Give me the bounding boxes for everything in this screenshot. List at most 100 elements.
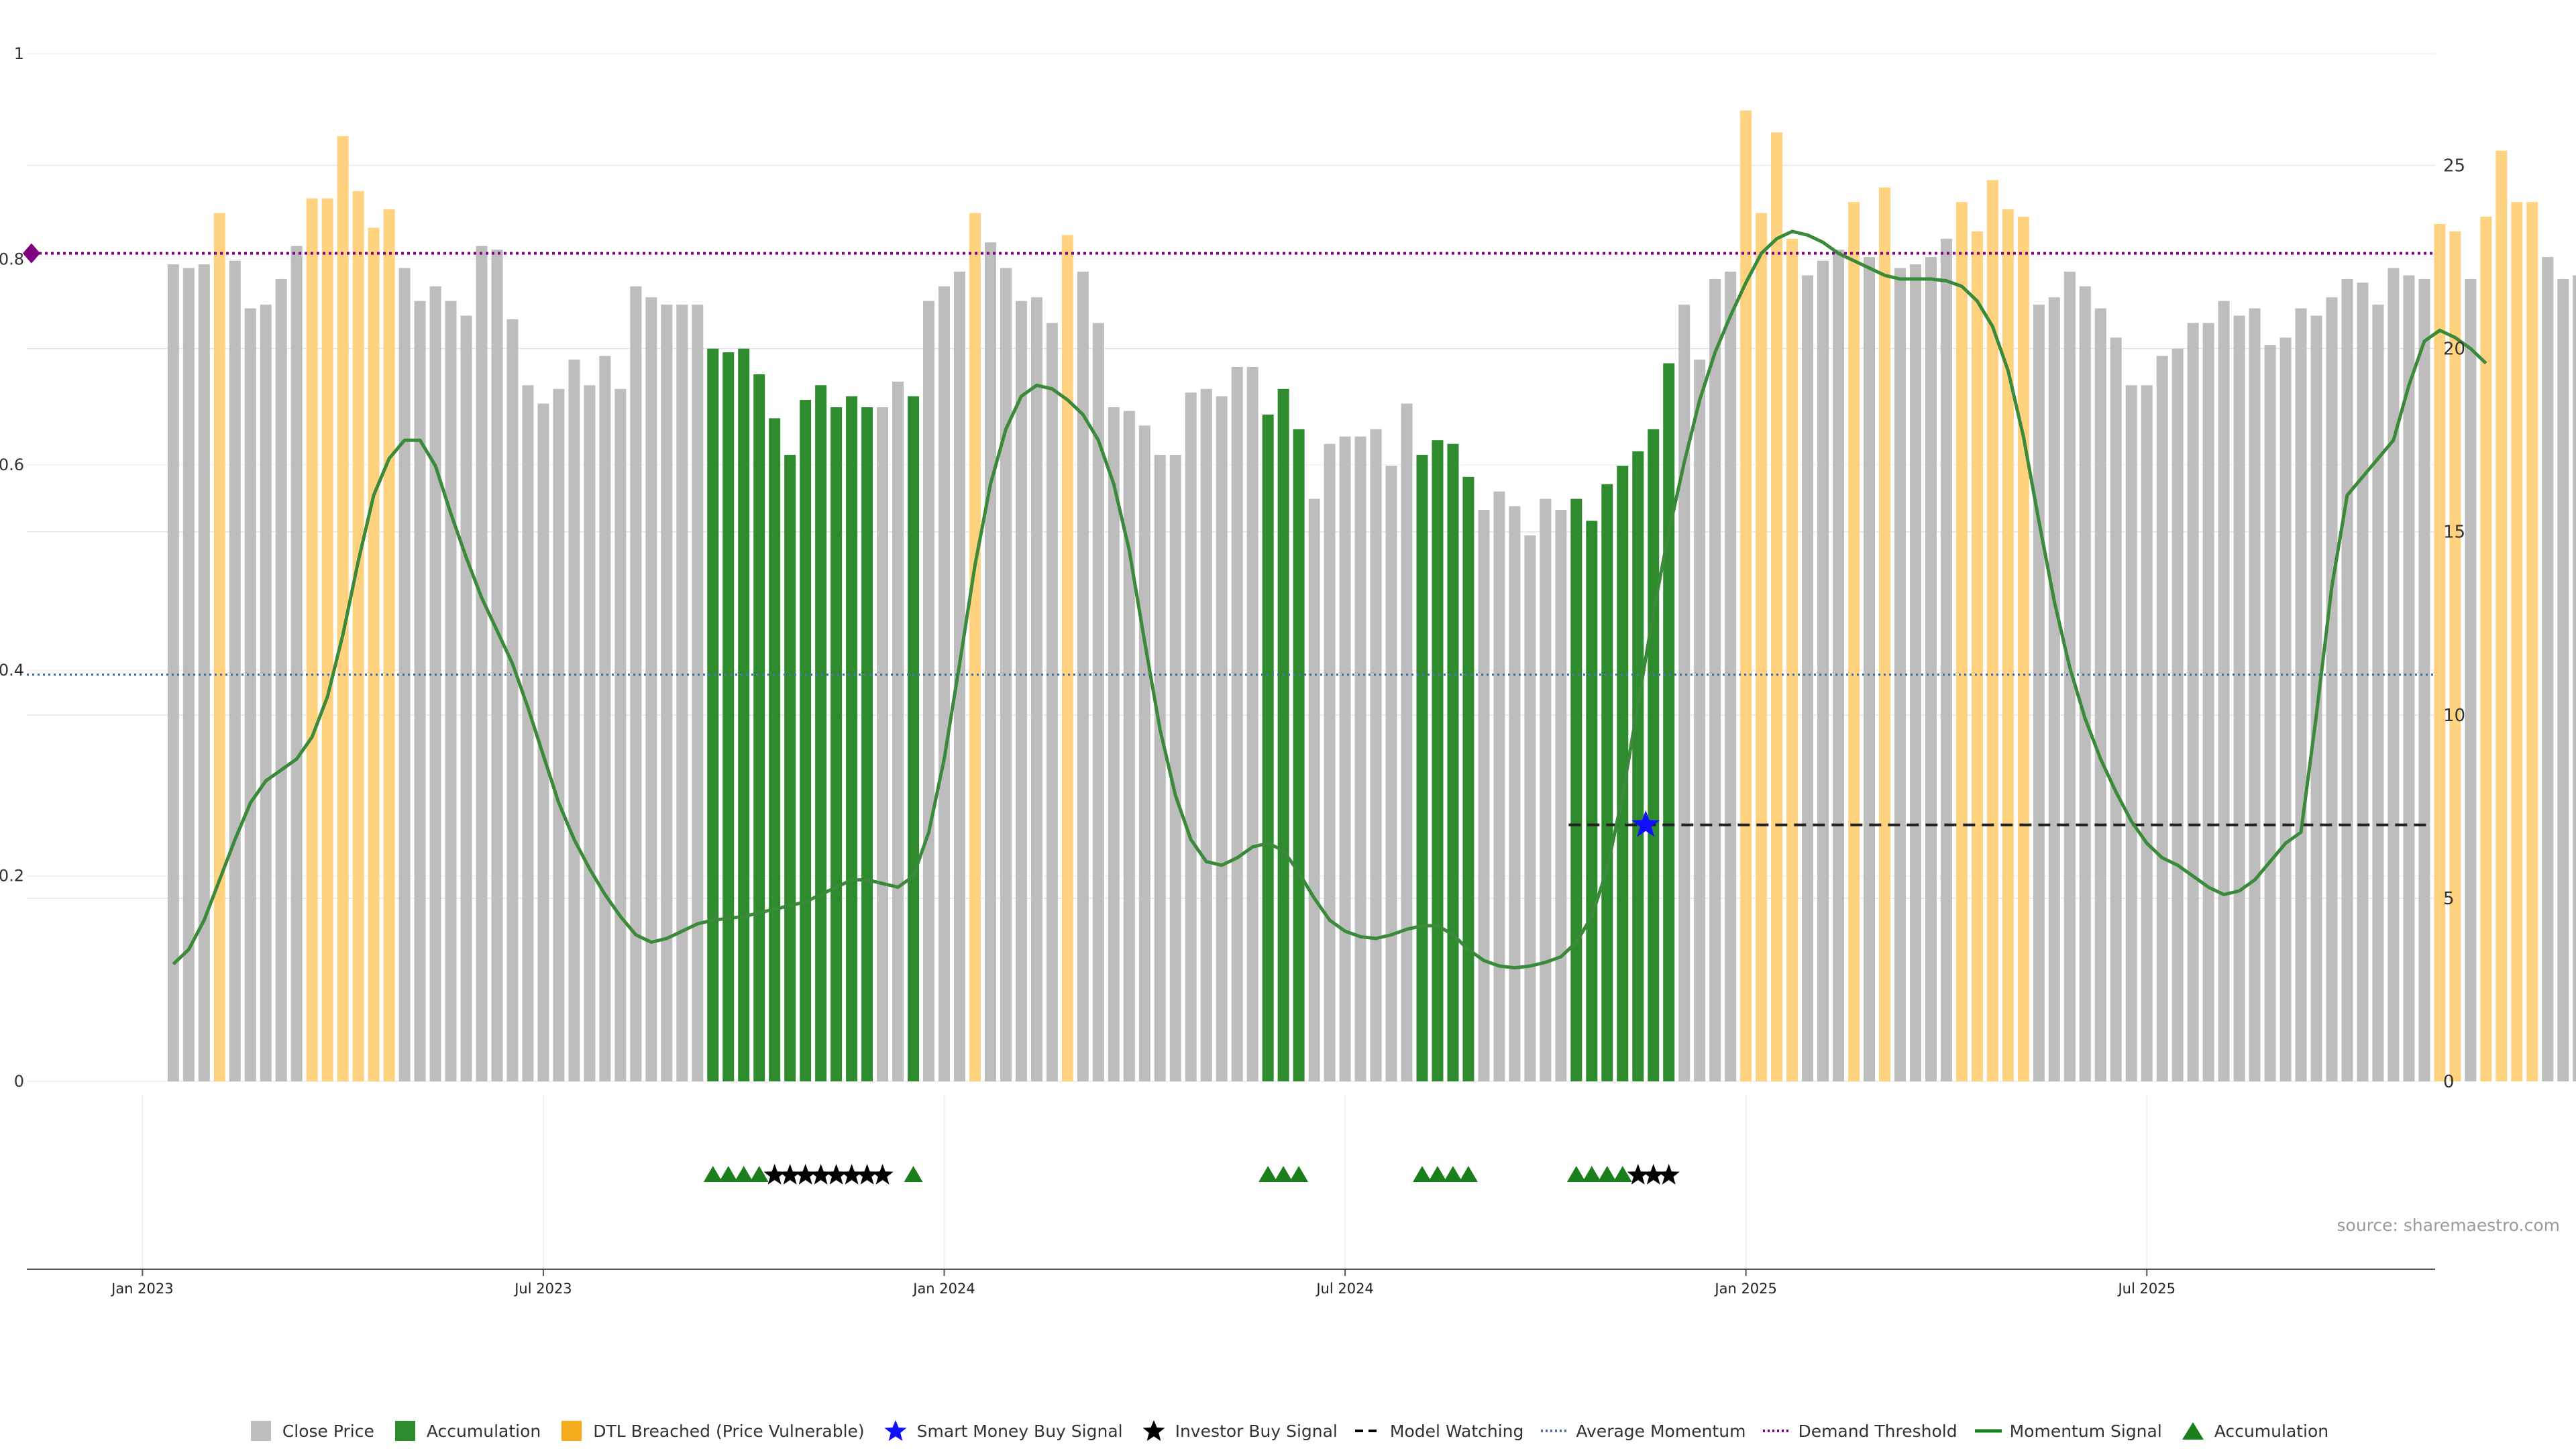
accumulation-triangle-icon bbox=[1289, 1166, 1309, 1182]
legend-investor-buy-label: Investor Buy Signal bbox=[1175, 1421, 1338, 1441]
accumulation-bar bbox=[1277, 388, 1289, 1081]
accumulation-bar bbox=[1447, 443, 1459, 1081]
accumulation-triangle-icon bbox=[1566, 1166, 1586, 1182]
accumulation-bar bbox=[722, 352, 735, 1081]
close-price-bar bbox=[2573, 275, 2576, 1081]
close-price-bar bbox=[460, 315, 472, 1082]
close-price-bar bbox=[1185, 392, 1197, 1081]
close-price-bar bbox=[2279, 337, 2292, 1082]
accumulation-bar bbox=[800, 400, 812, 1081]
close-price-bar bbox=[1909, 264, 1921, 1081]
close-price-bar bbox=[661, 305, 673, 1082]
accumulation-triangle-icon bbox=[1582, 1166, 1601, 1182]
smart-money-star-icon bbox=[1631, 810, 1660, 837]
legend-smart-money-label: Smart Money Buy Signal bbox=[916, 1421, 1123, 1441]
left-y-tick-label: 0.6 bbox=[0, 455, 24, 474]
accumulation-bar bbox=[769, 418, 781, 1081]
close-price-bar bbox=[1123, 411, 1135, 1081]
close-price-bar bbox=[198, 264, 210, 1081]
close-price-bar bbox=[445, 301, 457, 1082]
close-price-bar bbox=[1000, 268, 1012, 1081]
legend-average-momentum: Average Momentum bbox=[1541, 1420, 1746, 1442]
close-price-bar bbox=[2403, 275, 2415, 1081]
investor-buy-star-icon bbox=[841, 1164, 863, 1185]
close-price-bar bbox=[2341, 278, 2353, 1081]
close-price-bar bbox=[1216, 396, 1228, 1081]
momentum-signal-line bbox=[172, 229, 2487, 970]
axes: Jan 2023 Jul 2023 Jan 2024 Jul 2024 Jan 2025… bbox=[0, 44, 2465, 1297]
close-price-bar bbox=[1108, 407, 1120, 1081]
close-price-bar bbox=[2141, 385, 2153, 1081]
accumulation-bar bbox=[846, 396, 858, 1081]
right-y-tick-label: 5 bbox=[2443, 889, 2455, 909]
dtl-breached-bar bbox=[1756, 213, 1768, 1081]
investor-buy-star-icon bbox=[1627, 1164, 1649, 1185]
close-price-bar bbox=[2048, 297, 2060, 1081]
close-price-bar bbox=[1709, 278, 1721, 1081]
accumulation-triangle-icon bbox=[1274, 1166, 1293, 1182]
right-y-tick-label: 25 bbox=[2443, 156, 2465, 176]
accumulation-bar bbox=[1570, 498, 1582, 1081]
accumulation-swatch-icon bbox=[394, 1421, 415, 1441]
close-price-bar bbox=[2264, 345, 2276, 1082]
close-price-bar bbox=[553, 388, 565, 1081]
dtl-breached-bar bbox=[368, 227, 380, 1082]
legend-close-price-label: Close Price bbox=[282, 1421, 374, 1441]
accumulation-triangle-icon bbox=[703, 1166, 722, 1182]
close-price-bar bbox=[2249, 308, 2261, 1082]
legend-accumulation: Accumulation bbox=[392, 1420, 541, 1442]
dtl-breached-bar bbox=[1771, 132, 1783, 1081]
accumulation-bar bbox=[815, 385, 827, 1081]
legend-model-watching: Model Watching bbox=[1354, 1420, 1524, 1442]
close-price-bar bbox=[2326, 297, 2338, 1081]
close-price-bar bbox=[2372, 305, 2384, 1082]
accumulation-bar bbox=[1462, 476, 1474, 1081]
dtl-breached-bar bbox=[2496, 150, 2508, 1082]
dtl-breached-bar bbox=[352, 191, 364, 1081]
close-price-bar bbox=[2233, 315, 2245, 1082]
close-price-bar bbox=[614, 388, 627, 1081]
x-tick-label: Jan 2025 bbox=[1713, 1281, 1777, 1297]
legend-dtl-breached: DTL Breached (Price Vulnerable) bbox=[558, 1420, 865, 1442]
accumulation-bar bbox=[784, 455, 796, 1081]
close-price-bar bbox=[877, 407, 889, 1081]
close-price-bar bbox=[476, 246, 488, 1081]
dtl-breached-bar bbox=[321, 198, 333, 1081]
close-price-bar bbox=[491, 250, 503, 1081]
investor-buy-star-icon bbox=[779, 1164, 801, 1185]
accumulation-bar bbox=[1262, 414, 1274, 1081]
close-price-bar bbox=[2125, 385, 2137, 1081]
close-price-bar bbox=[692, 305, 704, 1082]
right-y-tick-label: 0 bbox=[2443, 1072, 2455, 1092]
legend-accumulation-marker: Accumulation bbox=[2180, 1420, 2328, 1442]
legend-model-watching-label: Model Watching bbox=[1389, 1421, 1524, 1441]
close-price-bar bbox=[1169, 455, 1181, 1081]
close-price-bar bbox=[1725, 271, 1737, 1081]
accumulation-triangle-icon bbox=[1258, 1166, 1278, 1182]
investor-buy-star-icon bbox=[871, 1164, 894, 1185]
x-tick-label: Jul 2023 bbox=[513, 1281, 572, 1297]
dtl-breached-bar bbox=[1061, 235, 1073, 1082]
close-price-bar bbox=[414, 301, 426, 1082]
close-price-bar bbox=[167, 264, 179, 1081]
left-y-tick-label: 0.4 bbox=[0, 661, 24, 680]
close-price-bar bbox=[260, 305, 272, 1082]
close-price-bar bbox=[953, 271, 965, 1081]
close-price-bar bbox=[1092, 323, 1104, 1082]
dtl-breached-bar bbox=[1878, 187, 1890, 1081]
legend-demand-threshold: Demand Threshold bbox=[1763, 1420, 1957, 1442]
accumulation-bar bbox=[861, 407, 873, 1081]
accumulation-bar bbox=[1648, 429, 1660, 1081]
accumulation-triangle-icon bbox=[718, 1166, 738, 1182]
dtl-breached-bar bbox=[2511, 202, 2523, 1081]
close-price-bar bbox=[244, 308, 256, 1082]
close-price-bar bbox=[2094, 308, 2106, 1082]
x-tick-label: Jul 2024 bbox=[1315, 1281, 1373, 1297]
close-price-bar bbox=[2310, 315, 2322, 1082]
close-price-bar bbox=[1694, 360, 1706, 1081]
demand-threshold-diamond-icon bbox=[22, 243, 40, 264]
dotted-blue-line-icon bbox=[1541, 1430, 1568, 1432]
close-price-bar bbox=[2033, 305, 2045, 1082]
source-note: source: sharemaestro.com bbox=[2337, 1216, 2561, 1235]
close-price-bar bbox=[1509, 506, 1521, 1081]
